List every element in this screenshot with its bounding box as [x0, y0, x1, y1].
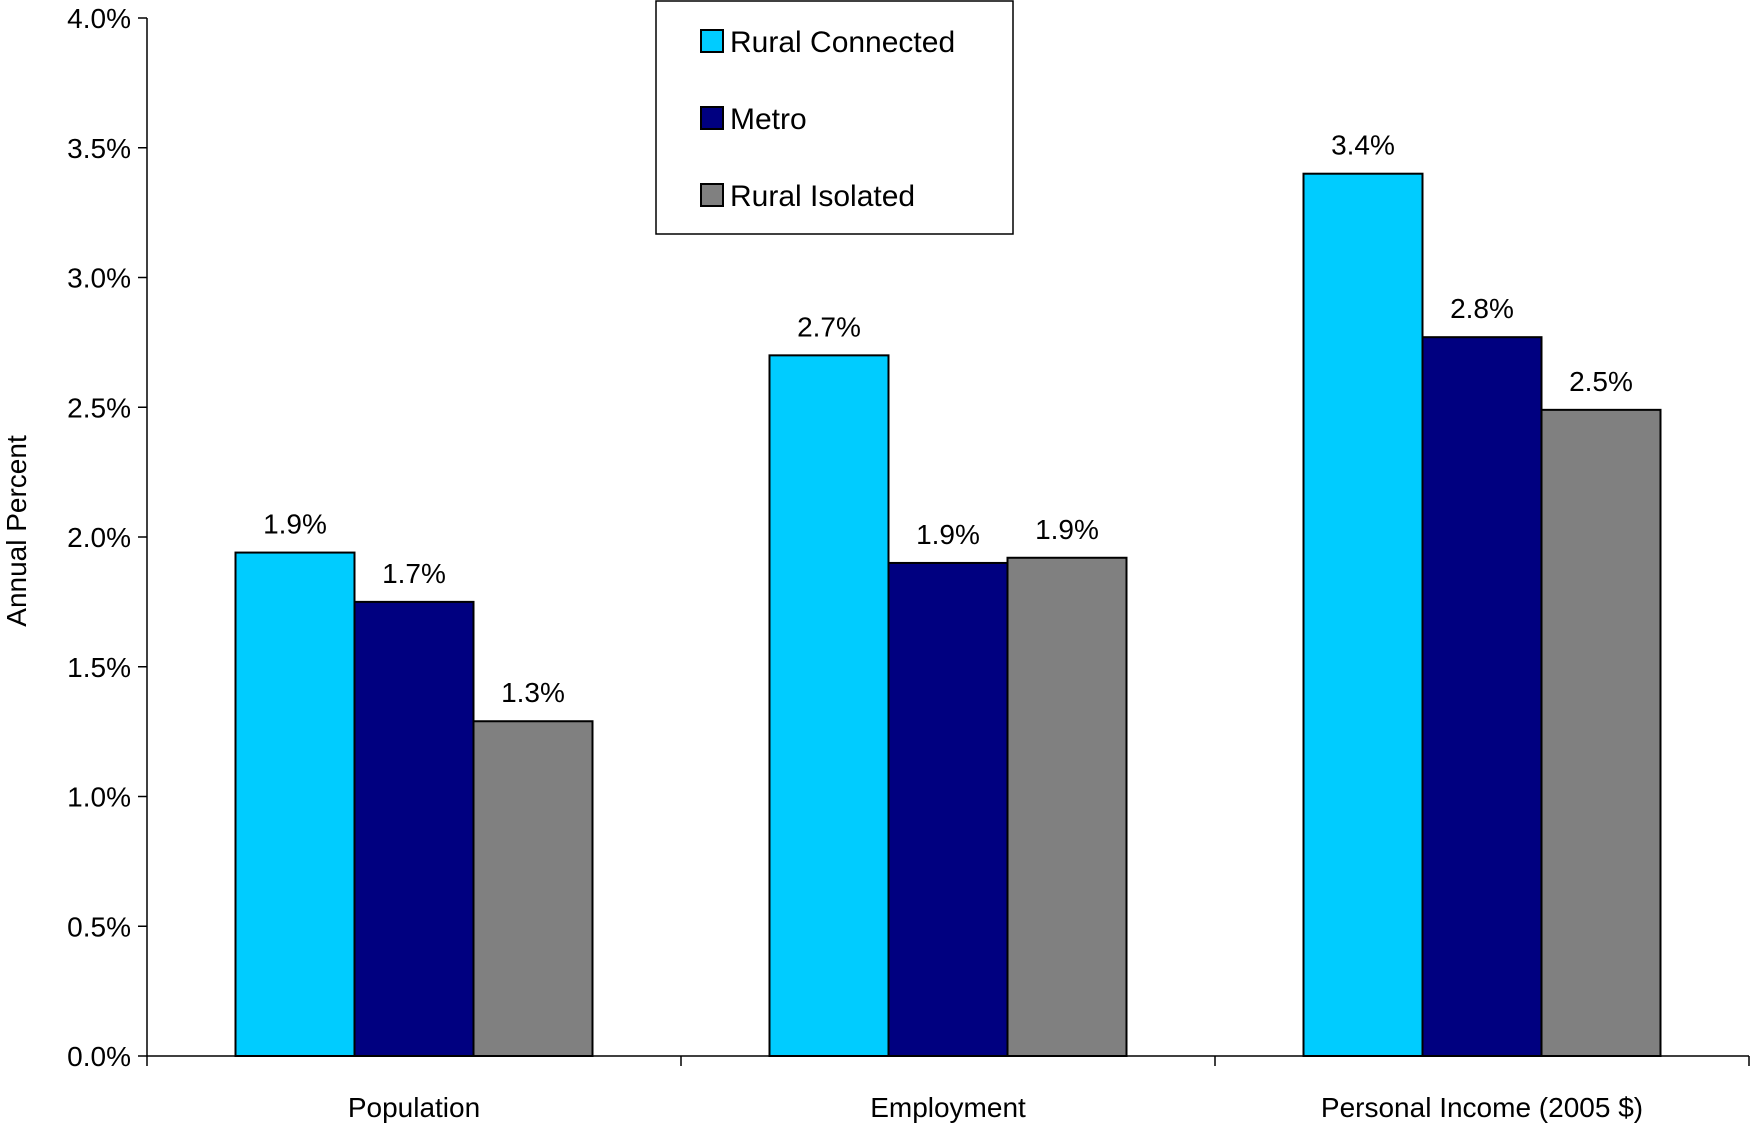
bar — [472, 720, 594, 1057]
bar — [1421, 336, 1543, 1057]
x-axis: Population Employment Personal Income (200… — [146, 1055, 1750, 1123]
y-tick-label: 1.5% — [67, 652, 131, 683]
y-axis: 0.0% 0.5% 1.0% 1.5% 2.0% 2.5% 3.0% 3.5% 4.0% — [67, 3, 148, 1072]
data-label: 3.4% — [1331, 130, 1395, 161]
y-axis-label: Annual Percent — [1, 435, 32, 627]
legend-label: Metro — [730, 103, 807, 136]
x-tick-label: Population — [348, 1092, 480, 1123]
data-label: 1.3% — [501, 677, 565, 708]
data-label: 1.9% — [263, 509, 327, 540]
bar — [1540, 408, 1662, 1058]
x-tick-label: Personal Income (2005 $) — [1321, 1092, 1643, 1123]
bar — [1006, 556, 1128, 1057]
bar — [1302, 172, 1424, 1057]
y-tick-label: 0.0% — [67, 1041, 131, 1072]
y-tick-label: 1.0% — [67, 782, 131, 813]
y-tick-label: 3.0% — [67, 263, 131, 294]
bar — [234, 551, 356, 1057]
bar — [353, 600, 475, 1057]
data-label: 2.5% — [1569, 366, 1633, 397]
y-tick-label: 2.5% — [67, 392, 131, 423]
data-label: 1.9% — [916, 519, 980, 550]
y-tick-label: 2.0% — [67, 522, 131, 553]
legend-swatch — [700, 106, 724, 130]
legend-swatch — [700, 29, 724, 53]
data-label: 1.7% — [382, 558, 446, 589]
legend: Rural Connected Metro Rural Isolated — [655, 0, 1014, 235]
data-label: 1.9% — [1035, 514, 1099, 545]
data-label: 2.8% — [1450, 293, 1514, 324]
bar — [768, 354, 890, 1058]
y-tick-label: 0.5% — [67, 911, 131, 942]
legend-label: Rural Connected — [730, 26, 955, 59]
legend-label: Rural Isolated — [730, 180, 915, 213]
legend-swatch — [700, 183, 724, 207]
x-tick-label: Employment — [870, 1092, 1026, 1123]
data-label: 2.7% — [797, 311, 861, 342]
bar — [887, 561, 1009, 1057]
data-labels: 1.9% 1.7% 1.3% 2.7% 1.9% 1.9% 3.4% 2.8% 2.5% — [263, 130, 1633, 709]
bars — [234, 172, 1662, 1058]
y-tick-label: 3.5% — [67, 133, 131, 164]
y-tick-label: 4.0% — [67, 3, 131, 34]
